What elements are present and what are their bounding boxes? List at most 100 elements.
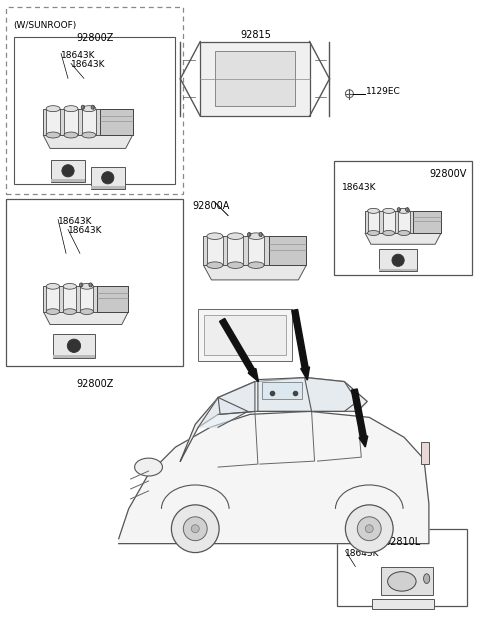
Ellipse shape <box>207 262 223 268</box>
Ellipse shape <box>368 209 379 213</box>
Polygon shape <box>365 233 441 244</box>
Text: (W/SUNROOF): (W/SUNROOF) <box>13 21 77 30</box>
Text: 18643K: 18643K <box>68 226 103 236</box>
Polygon shape <box>180 378 367 461</box>
Polygon shape <box>258 378 312 412</box>
Bar <box>91 167 125 189</box>
Bar <box>398 211 410 233</box>
Ellipse shape <box>398 231 410 236</box>
Ellipse shape <box>46 132 60 138</box>
Polygon shape <box>204 236 306 265</box>
Bar <box>53 334 95 358</box>
Text: 18643K: 18643K <box>342 183 377 192</box>
Bar <box>64 109 78 135</box>
Ellipse shape <box>82 106 96 112</box>
Polygon shape <box>43 135 132 149</box>
Bar <box>379 269 417 271</box>
Bar <box>262 381 301 399</box>
Bar <box>337 529 467 607</box>
Ellipse shape <box>63 308 76 315</box>
Bar <box>207 236 223 265</box>
Polygon shape <box>43 109 132 135</box>
Circle shape <box>392 254 404 267</box>
Ellipse shape <box>228 262 243 268</box>
Ellipse shape <box>383 231 395 236</box>
Ellipse shape <box>228 233 243 239</box>
Text: 92800V: 92800V <box>429 169 467 179</box>
Text: 92800A: 92800A <box>192 201 229 210</box>
Ellipse shape <box>397 208 401 212</box>
Circle shape <box>62 165 74 177</box>
Bar <box>269 236 306 265</box>
Circle shape <box>346 505 393 553</box>
Text: 18643K: 18643K <box>61 51 96 59</box>
Bar <box>379 249 417 271</box>
Bar <box>413 211 441 233</box>
Circle shape <box>357 517 381 540</box>
Bar <box>6 199 183 366</box>
Bar <box>198 309 292 361</box>
Polygon shape <box>43 286 128 312</box>
Ellipse shape <box>46 106 60 112</box>
Circle shape <box>365 524 373 532</box>
Circle shape <box>183 517 207 540</box>
Ellipse shape <box>91 105 95 109</box>
Bar <box>372 599 434 609</box>
Polygon shape <box>119 412 429 544</box>
Bar <box>200 41 310 116</box>
Ellipse shape <box>81 105 84 109</box>
Circle shape <box>171 505 219 553</box>
Bar <box>46 286 60 312</box>
Text: 18643K: 18643K <box>71 60 106 70</box>
Bar <box>368 211 379 233</box>
Circle shape <box>192 524 199 532</box>
Ellipse shape <box>248 233 264 239</box>
Bar <box>6 7 183 194</box>
Bar <box>335 161 472 275</box>
Bar <box>63 286 76 312</box>
Ellipse shape <box>248 233 251 236</box>
FancyArrow shape <box>292 310 310 380</box>
Bar <box>421 442 429 464</box>
Text: 92815: 92815 <box>240 30 271 39</box>
Ellipse shape <box>64 132 78 138</box>
FancyArrow shape <box>351 389 368 447</box>
Bar <box>46 109 60 135</box>
Bar <box>80 286 94 312</box>
Polygon shape <box>204 265 306 280</box>
Ellipse shape <box>64 106 78 112</box>
Bar <box>53 355 95 358</box>
Ellipse shape <box>398 209 410 213</box>
Ellipse shape <box>248 262 264 268</box>
Bar <box>215 51 295 106</box>
Bar <box>14 36 175 184</box>
Ellipse shape <box>46 308 60 315</box>
Text: 1129EC: 1129EC <box>366 87 401 96</box>
Ellipse shape <box>79 283 83 287</box>
Text: 92800Z: 92800Z <box>76 379 114 389</box>
Ellipse shape <box>368 231 379 236</box>
Circle shape <box>67 339 81 352</box>
Bar <box>204 315 286 355</box>
Polygon shape <box>218 381 255 415</box>
Bar <box>381 568 433 595</box>
Bar <box>51 160 85 182</box>
Circle shape <box>102 172 114 184</box>
Ellipse shape <box>134 458 162 476</box>
Bar <box>228 236 243 265</box>
Ellipse shape <box>388 572 416 591</box>
FancyArrow shape <box>219 318 258 382</box>
Bar <box>248 236 264 265</box>
Ellipse shape <box>46 283 60 289</box>
Bar <box>97 286 128 312</box>
Ellipse shape <box>80 283 94 289</box>
Ellipse shape <box>63 283 76 289</box>
Bar <box>383 211 395 233</box>
Bar <box>51 180 85 182</box>
Text: 18643K: 18643K <box>346 549 380 558</box>
Ellipse shape <box>89 283 92 287</box>
Bar <box>82 109 96 135</box>
Bar <box>100 109 132 135</box>
Ellipse shape <box>259 233 263 236</box>
Text: 18643K: 18643K <box>58 217 93 226</box>
